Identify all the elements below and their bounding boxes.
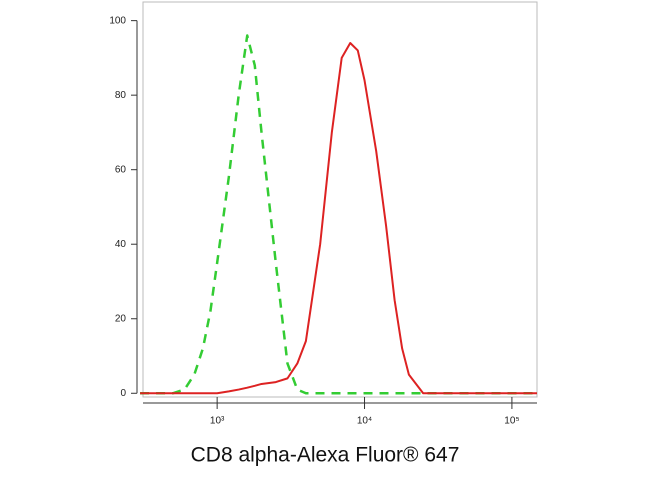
y-tick-label: 40 xyxy=(115,239,127,250)
y-tick-label: 0 xyxy=(120,388,126,399)
y-tick-label: 20 xyxy=(115,313,127,324)
plot-frame xyxy=(142,1,538,398)
x-axis-label: CD8 alpha-Alexa Fluor® 647 xyxy=(191,444,460,467)
line-series xyxy=(140,34,537,395)
y-tick-label: 60 xyxy=(115,164,127,175)
line-series xyxy=(140,41,537,395)
x-tick-label: 10⁵ xyxy=(504,416,519,427)
x-tick-label: 10⁴ xyxy=(357,416,372,427)
y-tick-label: 100 xyxy=(109,15,126,26)
y-tick-label: 80 xyxy=(115,90,127,101)
x-tick-label: 10³ xyxy=(210,416,225,427)
